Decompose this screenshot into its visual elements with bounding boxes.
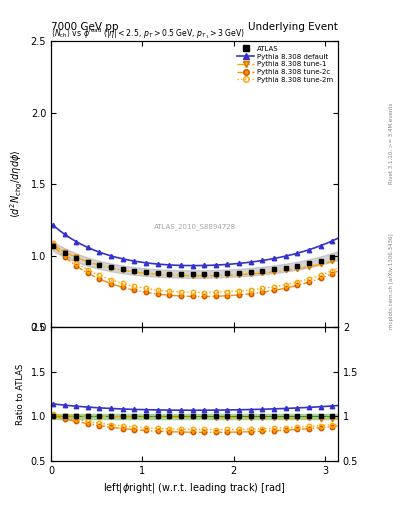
Text: mcplots.cern.ch [arXiv:1306.3436]: mcplots.cern.ch [arXiv:1306.3436] <box>389 234 393 329</box>
Text: $\langle N_{\rm ch}\rangle$ vs $\phi^{\rm lead}$ ($|\eta| < 2.5$, $p_T > 0.5$ Ge: $\langle N_{\rm ch}\rangle$ vs $\phi^{\r… <box>51 26 245 41</box>
Text: Rivet 3.1.10, >= 3.4M events: Rivet 3.1.10, >= 3.4M events <box>389 103 393 184</box>
Y-axis label: $\langle d^2 N_{\rm chg}/d\eta d\phi \rangle$: $\langle d^2 N_{\rm chg}/d\eta d\phi \ra… <box>9 150 25 219</box>
Text: 7000 GeV pp: 7000 GeV pp <box>51 22 119 32</box>
Y-axis label: Ratio to ATLAS: Ratio to ATLAS <box>16 364 25 424</box>
Text: Underlying Event: Underlying Event <box>248 22 338 32</box>
Legend: ATLAS, Pythia 8.308 default, Pythia 8.308 tune-1, Pythia 8.308 tune-2c, Pythia 8: ATLAS, Pythia 8.308 default, Pythia 8.30… <box>235 45 334 84</box>
X-axis label: left$|\phi$right$|$ (w.r.t. leading track) [rad]: left$|\phi$right$|$ (w.r.t. leading trac… <box>103 481 286 495</box>
Text: ATLAS_2010_S8894728: ATLAS_2010_S8894728 <box>154 224 235 230</box>
